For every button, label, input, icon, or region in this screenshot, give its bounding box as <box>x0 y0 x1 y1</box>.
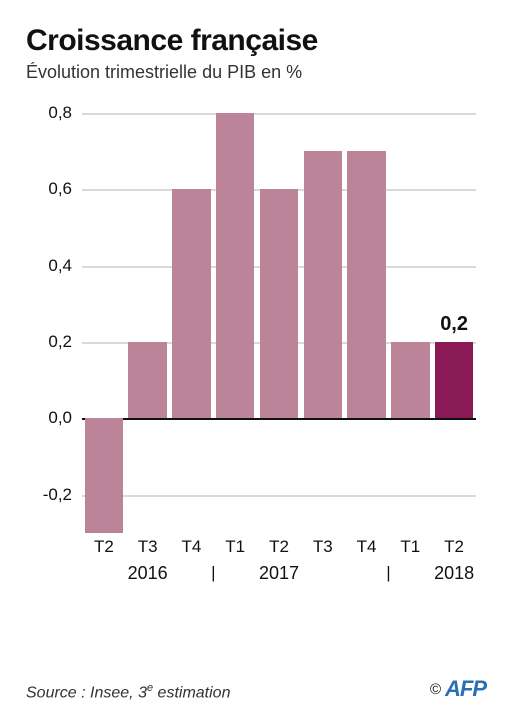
bar <box>172 189 211 418</box>
bar-slot <box>82 113 126 533</box>
bar-slot <box>126 113 170 533</box>
year-label: 2017 <box>257 563 301 584</box>
page-title: Croissance française <box>26 24 486 58</box>
bar <box>128 342 167 418</box>
y-tick-label: 0,4 <box>48 256 72 276</box>
x-tick-label: T2 <box>432 537 476 557</box>
x-tick-label: T3 <box>301 537 345 557</box>
copyright: © AFP <box>430 676 486 702</box>
x-tick-label: T2 <box>82 537 126 557</box>
y-tick-label: 0,6 <box>48 179 72 199</box>
bar <box>435 342 474 418</box>
bar <box>216 113 255 418</box>
y-tick-label: 0,8 <box>48 103 72 123</box>
year-label: 2016 <box>126 563 170 584</box>
y-tick-label: -0,2 <box>43 485 72 505</box>
source-text: Source : Insee, 3e estimation <box>26 682 230 702</box>
x-tick-label: T3 <box>126 537 170 557</box>
x-tick-label: T1 <box>213 537 257 557</box>
bar <box>347 151 386 418</box>
highlight-value: 0,2 <box>440 313 468 336</box>
year-label: 2018 <box>432 563 476 584</box>
bar <box>304 151 343 418</box>
bar-slot <box>170 113 214 533</box>
bar-slot <box>345 113 389 533</box>
year-separator: | <box>367 563 411 583</box>
y-tick-label: 0,0 <box>48 408 72 428</box>
bar-slot <box>213 113 257 533</box>
bar-slot <box>257 113 301 533</box>
x-tick-label: T1 <box>388 537 432 557</box>
bar-slot: 0,2 <box>432 113 476 533</box>
y-tick-label: 0,2 <box>48 332 72 352</box>
bar-slot <box>301 113 345 533</box>
bar-chart: -0,20,00,20,40,60,80,2 T2T3T4T1T2T3T4T1T… <box>26 103 486 623</box>
afp-logo: AFP <box>445 676 486 702</box>
x-tick-label: T4 <box>170 537 214 557</box>
x-tick-label: T4 <box>345 537 389 557</box>
bar-slot <box>388 113 432 533</box>
subtitle: Évolution trimestrielle du PIB en % <box>26 62 486 83</box>
bar <box>85 418 124 533</box>
x-tick-label: T2 <box>257 537 301 557</box>
year-separator: | <box>191 563 235 583</box>
bar <box>391 342 430 418</box>
bar <box>260 189 299 418</box>
